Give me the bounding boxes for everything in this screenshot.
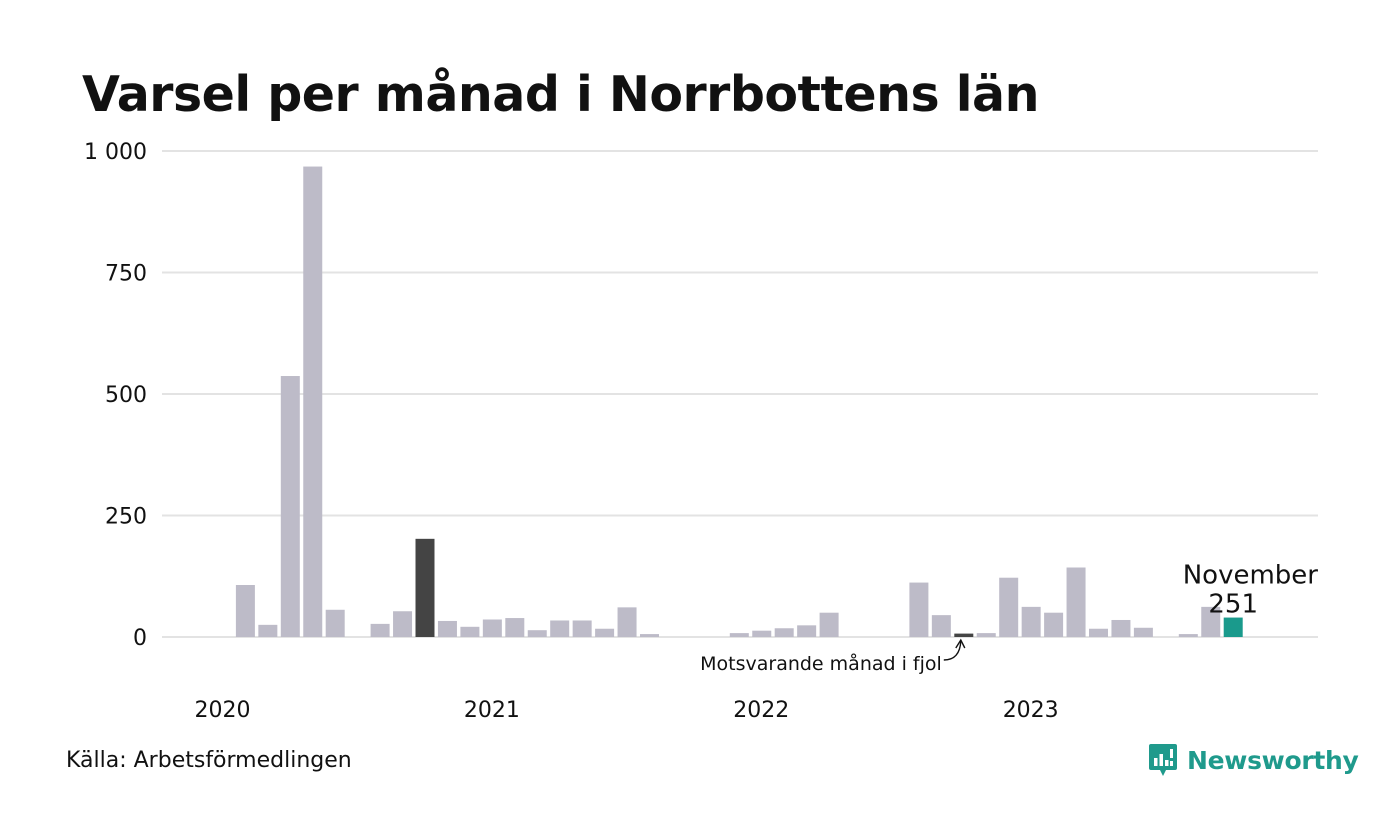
bar-2021-03 — [505, 618, 525, 637]
bar-2022-10 — [931, 615, 951, 637]
annotation-arrowhead — [955, 638, 966, 649]
annotation-text: Motsvarande månad i fjol — [700, 652, 942, 675]
y-tick-label: 250 — [105, 505, 147, 530]
bar-2023-06 — [1111, 619, 1131, 637]
bar-2020-09 — [370, 623, 390, 637]
x-year-label: 2022 — [733, 698, 789, 723]
x-year-label: 2021 — [464, 698, 520, 723]
gridlines — [162, 150, 1318, 638]
y-tick-label: 0 — [133, 626, 147, 651]
bar-2023-11 — [1223, 617, 1243, 637]
bar-2020-06 — [303, 166, 323, 637]
brand-logo: Newsworthy — [1148, 742, 1359, 778]
y-tick-label: 500 — [105, 383, 147, 408]
bar-2023-02 — [1021, 606, 1041, 637]
bar-2020-07 — [325, 609, 345, 637]
y-tick-label: 1 000 — [84, 140, 147, 165]
bar-2021-05 — [550, 620, 570, 637]
bar-2022-11 — [954, 633, 974, 637]
bar-2021-04 — [527, 630, 547, 637]
bar-2020-10 — [393, 611, 413, 637]
bar-2022-09 — [909, 582, 929, 637]
bar-2023-07 — [1133, 627, 1153, 637]
highlight-month-label: November — [1183, 561, 1319, 591]
bar-2023-01 — [999, 577, 1019, 637]
bar-2020-12 — [437, 620, 457, 637]
bar-chart: 0 250 500 750 1 000 2020 2021 2022 2023 Novembe… — [84, 140, 1318, 723]
bar-2020-03 — [235, 584, 255, 637]
bar-2023-03 — [1044, 612, 1064, 637]
source-note: Källa: Arbetsförmedlingen — [66, 748, 352, 773]
bar-2022-12 — [976, 633, 996, 637]
bar-2023-04 — [1066, 567, 1086, 637]
bar-2021-02 — [482, 619, 502, 637]
annotation-arrow-line — [943, 640, 962, 661]
bar-2022-04 — [797, 625, 817, 637]
bar-2021-01 — [460, 626, 480, 637]
x-year-label: 2020 — [195, 698, 251, 723]
bar-2021-09 — [640, 634, 659, 637]
bar-2020-11 — [415, 538, 435, 637]
bars — [235, 166, 1243, 637]
bar-2021-08 — [617, 607, 637, 637]
bar-2022-01 — [729, 633, 749, 637]
bar-2020-05 — [280, 376, 300, 637]
bar-2021-07 — [595, 628, 615, 637]
bar-2022-05 — [819, 612, 839, 637]
x-year-label: 2023 — [1003, 698, 1059, 723]
y-tick-label: 750 — [105, 262, 147, 287]
bar-2020-04 — [258, 624, 278, 637]
bar-2022-02 — [752, 630, 772, 637]
highlight-value-label: 251 — [1208, 590, 1258, 620]
chart-title: Varsel per månad i Norrbottens län — [82, 66, 1040, 123]
bar-2023-05 — [1089, 628, 1108, 637]
x-axis-year-labels: 2020 2021 2022 2023 — [195, 698, 1059, 723]
bar-2023-10 — [1201, 606, 1221, 637]
bar-2023-09 — [1178, 634, 1198, 637]
bar-2022-03 — [774, 628, 794, 637]
bar-chart-speech-bubble-icon — [1149, 744, 1177, 776]
brand-name: Newsworthy — [1187, 745, 1359, 775]
bar-2021-06 — [572, 620, 592, 637]
y-axis-tick-labels: 0 250 500 750 1 000 — [84, 140, 147, 651]
